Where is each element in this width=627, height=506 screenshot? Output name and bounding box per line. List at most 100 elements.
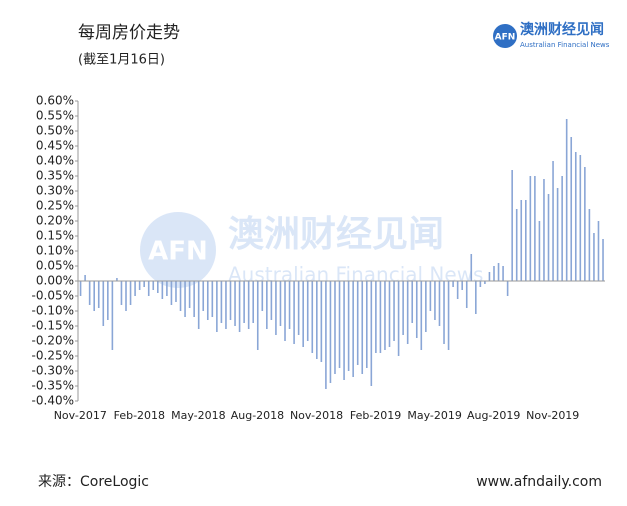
bar bbox=[361, 281, 364, 374]
bar bbox=[206, 281, 209, 320]
y-tick-label: 0.30% bbox=[36, 184, 74, 198]
bar bbox=[411, 281, 414, 323]
y-tick-label: 0.45% bbox=[36, 139, 74, 153]
bar bbox=[325, 281, 327, 389]
bar bbox=[375, 281, 377, 353]
y-tick-label: 0.05% bbox=[36, 259, 74, 273]
bar bbox=[584, 167, 586, 281]
bar bbox=[534, 176, 536, 281]
title: 每周房价走势 bbox=[78, 23, 180, 43]
bar bbox=[475, 281, 477, 314]
source: 来源：CoreLogic bbox=[38, 474, 149, 490]
watermark-circle bbox=[140, 212, 216, 288]
bar bbox=[79, 281, 82, 296]
bar bbox=[175, 281, 177, 302]
bar bbox=[347, 281, 350, 371]
bar bbox=[143, 281, 145, 287]
bar bbox=[393, 281, 395, 341]
bar bbox=[216, 281, 218, 332]
y-tick-label: -0.15% bbox=[32, 319, 74, 333]
bar bbox=[438, 281, 441, 326]
bar bbox=[338, 281, 341, 368]
bar bbox=[461, 281, 463, 290]
y-tick-label: 0.00% bbox=[36, 274, 74, 288]
x-tick-label: Nov-2018 bbox=[290, 409, 343, 422]
x-tick-label: Nov-2017 bbox=[54, 409, 107, 422]
bar bbox=[329, 281, 332, 383]
watermark-en: Australian Financial News bbox=[228, 263, 483, 287]
bar bbox=[384, 281, 386, 350]
bar bbox=[456, 281, 459, 299]
bar bbox=[497, 263, 500, 281]
bar bbox=[447, 281, 450, 350]
bar bbox=[443, 281, 445, 344]
y-tick-label: -0.05% bbox=[32, 289, 74, 303]
bar bbox=[107, 281, 109, 320]
y-tick-label: -0.25% bbox=[32, 349, 74, 363]
bar bbox=[506, 281, 509, 296]
logo-en: Australian Financial News bbox=[520, 41, 610, 49]
bar bbox=[470, 254, 473, 281]
bar bbox=[370, 281, 373, 386]
site: www.afndaily.com bbox=[476, 474, 602, 490]
y-tick-label: -0.20% bbox=[32, 334, 74, 348]
bar bbox=[552, 161, 554, 281]
bar bbox=[356, 281, 359, 365]
bar bbox=[502, 266, 504, 281]
bar bbox=[147, 281, 150, 296]
bar bbox=[102, 281, 105, 326]
bar bbox=[129, 281, 132, 305]
bar bbox=[397, 281, 400, 356]
bar bbox=[229, 281, 232, 320]
bar bbox=[243, 281, 245, 323]
bar bbox=[284, 281, 286, 341]
bar bbox=[316, 281, 318, 359]
bar bbox=[134, 281, 136, 296]
bar bbox=[211, 281, 214, 317]
bar bbox=[234, 281, 236, 326]
watermark-cn: 澳洲财经见闻 bbox=[228, 214, 444, 255]
logo-mark: AFN bbox=[495, 33, 516, 43]
logo-cn: 澳洲财经见闻 bbox=[520, 21, 604, 38]
x-tick-label: May-2019 bbox=[407, 409, 462, 422]
bar bbox=[84, 275, 86, 281]
y-tick-label: 0.10% bbox=[36, 244, 74, 258]
bar bbox=[97, 281, 100, 308]
bar bbox=[561, 176, 563, 281]
y-tick-label: 0.15% bbox=[36, 229, 74, 243]
bar bbox=[452, 281, 454, 287]
bar bbox=[574, 152, 577, 281]
bar bbox=[484, 281, 486, 284]
bar bbox=[266, 281, 268, 329]
bar bbox=[166, 281, 168, 296]
bar bbox=[184, 281, 186, 317]
bar bbox=[311, 281, 314, 353]
y-tick-label: 0.60% bbox=[36, 94, 74, 108]
bar bbox=[320, 281, 323, 362]
bar bbox=[188, 281, 191, 308]
bar bbox=[116, 278, 118, 281]
bar bbox=[179, 281, 182, 311]
y-tick-label: 0.50% bbox=[36, 124, 74, 138]
bar bbox=[261, 281, 264, 311]
bar bbox=[193, 281, 195, 317]
y-tick-label: -0.40% bbox=[32, 394, 74, 408]
y-tick-label: 0.20% bbox=[36, 214, 74, 228]
x-tick-label: May-2018 bbox=[171, 409, 226, 422]
bar bbox=[120, 281, 123, 305]
bar bbox=[465, 281, 468, 308]
watermark-mark: AFN bbox=[148, 237, 208, 267]
bar bbox=[279, 281, 282, 326]
bar bbox=[343, 281, 345, 380]
x-tick-label: Nov-2019 bbox=[526, 409, 579, 422]
bar bbox=[297, 281, 300, 335]
bar bbox=[520, 200, 523, 281]
bar bbox=[420, 281, 423, 350]
y-tick-label: 0.35% bbox=[36, 169, 74, 183]
y-tick-label: -0.30% bbox=[32, 364, 74, 378]
bar bbox=[125, 281, 127, 311]
bar bbox=[334, 281, 336, 374]
bar bbox=[511, 170, 513, 281]
bar bbox=[556, 188, 559, 281]
